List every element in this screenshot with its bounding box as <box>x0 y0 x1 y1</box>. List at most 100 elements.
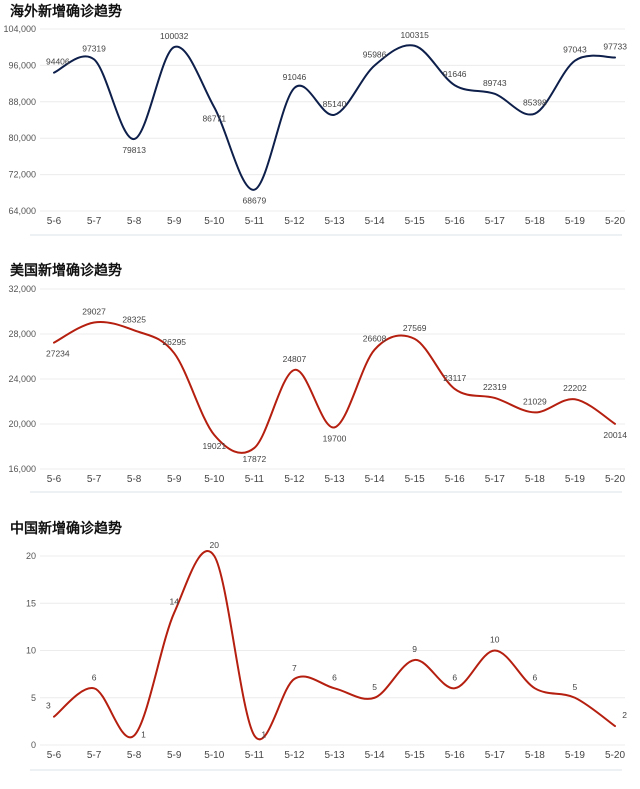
x-tick-label: 5-17 <box>485 474 505 485</box>
x-tick-label: 5-11 <box>245 216 265 227</box>
data-label: 97733 <box>603 42 627 52</box>
x-tick-label: 5-9 <box>167 216 182 227</box>
y-tick-label: 15 <box>26 598 36 608</box>
x-tick-label: 5-18 <box>525 474 545 485</box>
series-line <box>53 550 616 741</box>
x-tick-label: 5-12 <box>284 474 304 485</box>
y-tick-label: 20 <box>26 551 36 561</box>
x-tick-label: 5-20 <box>605 750 625 761</box>
x-tick-label: 5-15 <box>405 750 425 761</box>
data-label: 89743 <box>483 78 507 88</box>
x-tick-label: 5-14 <box>365 216 385 227</box>
chart-2: 美国新增确诊趋势 16,000 20,000 24,000 28,000 32,000 5-… <box>8 262 627 493</box>
x-tick-label: 5-7 <box>87 216 102 227</box>
x-tick-label: 5-16 <box>445 750 465 761</box>
data-label: 97319 <box>82 43 106 53</box>
data-label: 17872 <box>243 454 267 464</box>
x-tick-label: 5-11 <box>245 750 265 761</box>
data-label: 9 <box>412 644 417 654</box>
x-tick-label: 5-13 <box>324 474 344 485</box>
series-line <box>53 320 616 454</box>
x-tick-label: 5-6 <box>47 750 62 761</box>
x-tick-label: 5-8 <box>127 750 142 761</box>
data-label: 7 <box>292 663 297 673</box>
y-tick-label: 16,000 <box>8 464 36 474</box>
x-tick-label: 5-15 <box>405 474 425 485</box>
data-label: 2 <box>622 710 627 720</box>
y-tick-label: 10 <box>26 646 36 656</box>
x-tick-label: 5-20 <box>605 474 625 485</box>
x-tick-label: 5-9 <box>167 750 182 761</box>
data-label: 28325 <box>122 314 146 324</box>
data-label: 85140 <box>323 99 347 109</box>
chart-title: 中国新增确诊趋势 <box>10 520 122 537</box>
data-label: 94406 <box>46 57 70 67</box>
data-label: 19021 <box>202 441 226 451</box>
x-tick-label: 5-9 <box>167 474 182 485</box>
data-label: 20 <box>210 540 220 550</box>
x-tick-label: 5-18 <box>525 216 545 227</box>
data-label: 22319 <box>483 382 507 392</box>
data-label: 91646 <box>443 69 467 79</box>
series-line <box>53 44 616 191</box>
x-tick-label: 5-8 <box>127 216 142 227</box>
data-label: 6 <box>92 672 97 682</box>
data-label: 6 <box>332 672 337 682</box>
y-tick-label: 64,000 <box>8 206 36 216</box>
x-tick-label: 5-13 <box>324 216 344 227</box>
data-label: 26608 <box>363 334 387 344</box>
y-tick-label: 32,000 <box>8 284 36 294</box>
data-label: 68679 <box>243 196 267 206</box>
data-label: 6 <box>532 672 537 682</box>
x-tick-label: 5-7 <box>87 474 102 485</box>
chart-title: 美国新增确诊趋势 <box>10 262 122 279</box>
y-tick-label: 96,000 <box>8 60 36 70</box>
x-tick-label: 5-17 <box>485 750 505 761</box>
chart-title: 海外新增确诊趋势 <box>10 3 122 20</box>
x-tick-label: 5-15 <box>405 216 425 227</box>
x-tick-label: 5-16 <box>445 474 465 485</box>
x-tick-label: 5-10 <box>204 750 224 761</box>
data-label: 29027 <box>82 306 106 316</box>
data-label: 100032 <box>160 31 189 41</box>
data-label: 21029 <box>523 396 547 406</box>
data-label: 24807 <box>283 354 307 364</box>
data-label: 86771 <box>202 113 226 123</box>
x-tick-label: 5-12 <box>284 750 304 761</box>
y-tick-label: 88,000 <box>8 97 36 107</box>
y-tick-label: 104,000 <box>3 24 36 34</box>
data-label: 85398 <box>523 98 547 108</box>
data-label: 100315 <box>400 30 429 40</box>
data-label: 5 <box>573 682 578 692</box>
x-tick-label: 5-7 <box>87 750 102 761</box>
y-tick-label: 24,000 <box>8 374 36 384</box>
y-tick-label: 80,000 <box>8 133 36 143</box>
x-tick-label: 5-10 <box>204 216 224 227</box>
data-label: 23117 <box>443 373 466 383</box>
x-tick-label: 5-6 <box>47 216 62 227</box>
x-tick-label: 5-19 <box>565 474 585 485</box>
data-label: 5 <box>372 682 377 692</box>
y-tick-label: 20,000 <box>8 419 36 429</box>
data-label: 22202 <box>563 383 587 393</box>
y-tick-label: 28,000 <box>8 329 36 339</box>
data-label: 26295 <box>162 337 186 347</box>
x-tick-label: 5-16 <box>445 216 465 227</box>
x-tick-label: 5-11 <box>245 474 265 485</box>
y-tick-label: 0 <box>31 740 36 750</box>
data-label: 3 <box>46 701 51 711</box>
data-label: 1 <box>261 730 266 740</box>
data-label: 19700 <box>323 433 347 443</box>
data-label: 97043 <box>563 45 587 55</box>
data-label: 1 <box>141 730 146 740</box>
data-label: 14 <box>169 597 179 607</box>
x-tick-label: 5-19 <box>565 750 585 761</box>
x-tick-label: 5-14 <box>365 474 385 485</box>
x-tick-label: 5-20 <box>605 216 625 227</box>
data-label: 91046 <box>283 72 307 82</box>
data-label: 27569 <box>403 323 427 333</box>
data-label: 79813 <box>122 145 146 155</box>
x-tick-label: 5-18 <box>525 750 545 761</box>
